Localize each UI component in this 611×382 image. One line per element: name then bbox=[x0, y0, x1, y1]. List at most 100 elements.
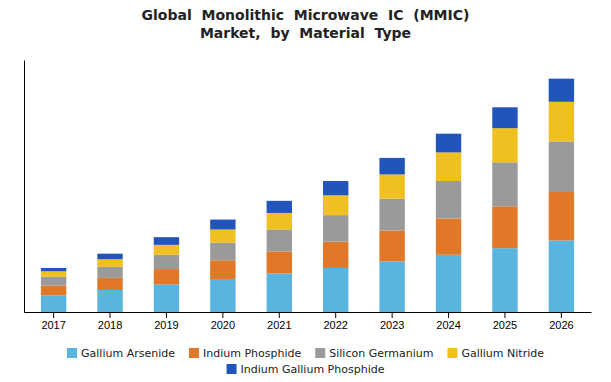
legend: Gallium Arsenide Indium Phosphide Silicon … bbox=[67, 347, 544, 376]
bar bbox=[323, 195, 348, 215]
bar bbox=[267, 213, 292, 230]
bar bbox=[379, 199, 404, 231]
bar bbox=[323, 242, 348, 268]
bar bbox=[41, 268, 66, 271]
bar bbox=[323, 215, 348, 241]
bar bbox=[210, 229, 235, 242]
legend-swatch bbox=[227, 364, 237, 374]
bar bbox=[210, 220, 235, 230]
legend-item: Gallium Arsenide bbox=[67, 347, 175, 360]
x-tick-label: 2025 bbox=[493, 319, 517, 331]
bar bbox=[549, 102, 574, 142]
bar bbox=[323, 268, 348, 312]
legend-swatch bbox=[447, 348, 457, 358]
bar bbox=[210, 279, 235, 312]
x-tick-label: 2022 bbox=[323, 319, 347, 331]
x-tick: 2026 bbox=[549, 312, 573, 331]
x-axis: 2017 2018 2019 2020 2021 2022 2023 2024 2025 2026 bbox=[25, 312, 592, 331]
x-tick: 2023 bbox=[380, 312, 404, 331]
x-tick-label: 2020 bbox=[211, 319, 235, 331]
bar bbox=[41, 271, 66, 277]
series bbox=[41, 192, 574, 295]
x-tick: 2021 bbox=[267, 312, 291, 331]
x-tick: 2020 bbox=[211, 312, 235, 331]
bar bbox=[436, 218, 461, 254]
bar bbox=[41, 277, 66, 286]
y-axis-line bbox=[24, 61, 25, 313]
bars bbox=[41, 79, 574, 312]
x-tick-mark bbox=[561, 312, 562, 318]
bar bbox=[379, 231, 404, 262]
bar bbox=[492, 162, 517, 206]
x-tick: 2019 bbox=[154, 312, 178, 331]
bar bbox=[154, 245, 179, 255]
x-tick-label: 2021 bbox=[267, 319, 291, 331]
plot-area: 2017 2018 2019 2020 2021 2022 2023 2024 2025 2026 bbox=[25, 61, 592, 331]
bar bbox=[210, 260, 235, 279]
x-tick-label: 2023 bbox=[380, 319, 404, 331]
bar bbox=[267, 251, 292, 273]
series bbox=[41, 79, 574, 272]
x-tick-label: 2018 bbox=[98, 319, 122, 331]
bar bbox=[97, 254, 122, 260]
legend-item: Silicon Germanium bbox=[315, 347, 433, 360]
legend-label: Gallium Arsenide bbox=[81, 347, 175, 360]
bar bbox=[210, 243, 235, 261]
bar bbox=[154, 237, 179, 245]
x-tick-label: 2019 bbox=[154, 319, 178, 331]
x-tick: 2017 bbox=[41, 312, 65, 331]
legend-item: Indium Phosphide bbox=[189, 347, 301, 360]
bar bbox=[379, 261, 404, 312]
legend-swatch bbox=[315, 348, 325, 358]
x-tick-mark bbox=[166, 312, 167, 318]
title-line: Global Monolithic Microwave IC (MMIC) bbox=[142, 7, 470, 23]
bar bbox=[549, 192, 574, 240]
legend-item: Indium Gallium Phosphide bbox=[227, 363, 385, 376]
bar bbox=[549, 141, 574, 192]
title-line: Market, by Material Type bbox=[200, 25, 411, 41]
bar bbox=[97, 278, 122, 290]
chart: Global Monolithic Microwave IC (MMIC) Mar… bbox=[0, 0, 611, 382]
bar bbox=[436, 181, 461, 218]
bar bbox=[549, 79, 574, 102]
series bbox=[41, 102, 574, 277]
bar bbox=[267, 273, 292, 312]
legend-item: Gallium Nitride bbox=[447, 347, 544, 360]
bar bbox=[492, 128, 517, 162]
bar bbox=[154, 255, 179, 269]
x-tick-mark bbox=[222, 312, 223, 318]
bar bbox=[436, 255, 461, 312]
legend-label: Indium Gallium Phosphide bbox=[241, 363, 385, 376]
series bbox=[41, 141, 574, 285]
x-tick-label: 2026 bbox=[549, 319, 573, 331]
bar bbox=[323, 181, 348, 195]
bar bbox=[379, 158, 404, 175]
x-tick-mark bbox=[504, 312, 505, 318]
x-tick-mark bbox=[110, 312, 111, 318]
x-tick-mark bbox=[335, 312, 336, 318]
bar bbox=[492, 107, 517, 128]
x-tick-mark bbox=[448, 312, 449, 318]
x-tick-mark bbox=[279, 312, 280, 318]
bar bbox=[41, 295, 66, 312]
legend-label: Indium Phosphide bbox=[203, 347, 301, 360]
bar bbox=[154, 269, 179, 284]
legend-swatch bbox=[67, 348, 77, 358]
legend-label: Silicon Germanium bbox=[329, 347, 433, 360]
legend-label: Gallium Nitride bbox=[461, 347, 544, 360]
bar bbox=[549, 240, 574, 312]
series bbox=[41, 240, 574, 312]
x-tick-label: 2024 bbox=[436, 319, 460, 331]
bar bbox=[492, 248, 517, 312]
bar bbox=[97, 267, 122, 278]
bar bbox=[379, 174, 404, 198]
x-tick: 2024 bbox=[436, 312, 460, 331]
legend-swatch bbox=[189, 348, 199, 358]
bar bbox=[41, 286, 66, 296]
bar bbox=[97, 290, 122, 312]
y-axis bbox=[24, 61, 25, 313]
bar bbox=[492, 206, 517, 248]
bar bbox=[154, 284, 179, 312]
bar bbox=[436, 134, 461, 153]
bar bbox=[267, 229, 292, 251]
